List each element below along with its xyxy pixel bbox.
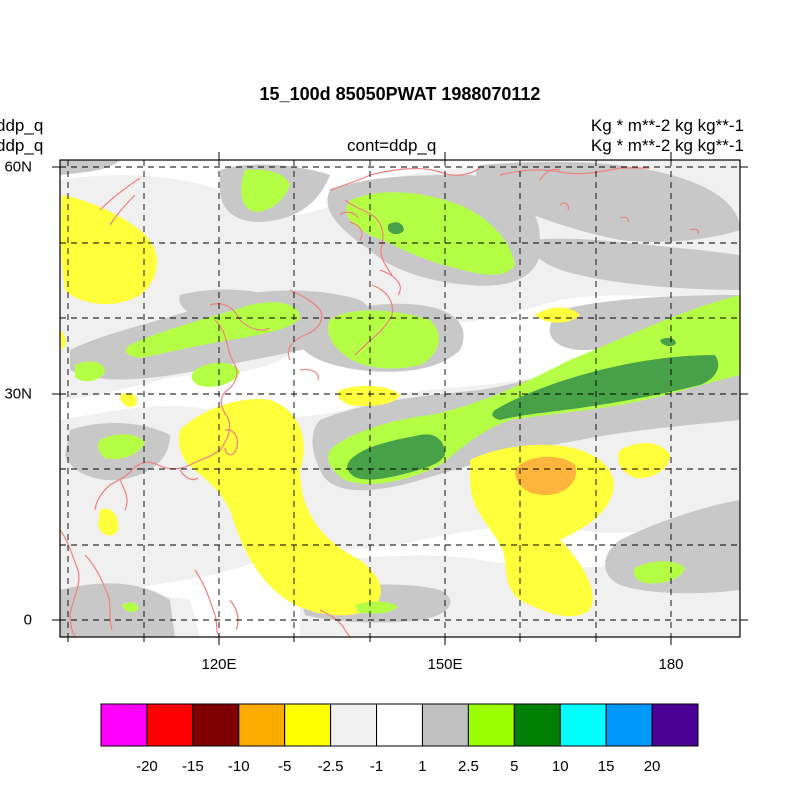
units-label-2: Kg * m**-2 kg kg**-1: [590, 136, 744, 155]
colorbar-swatch: [605, 703, 653, 747]
colorbar-label: 20: [643, 758, 661, 775]
colorbar-swatch: [421, 703, 469, 747]
colorbar-swatch: [376, 703, 423, 747]
colorbar-label: -10: [227, 758, 250, 775]
colorbar-label: -15: [182, 758, 204, 775]
colorbar-swatch: [651, 703, 699, 747]
colorbar-label: -5: [278, 758, 292, 775]
yellow-regions: [60, 195, 670, 617]
colorbar-label: 2.5: [457, 758, 479, 775]
colorbar-swatch: [330, 703, 378, 747]
colorbar-label: -2.5: [317, 758, 344, 775]
x-tick-120e: 120E: [201, 656, 237, 673]
colorbar-label: 1: [418, 758, 427, 775]
left-label-2: ddp_q: [0, 136, 44, 155]
colorbar-swatch: [513, 703, 561, 747]
axis-ticks: [52, 152, 748, 645]
dark-green-regions: [347, 222, 719, 480]
colorbar-swatch: [192, 703, 240, 747]
y-tick-60n: 60N: [4, 158, 32, 176]
x-tick-150e: 150E: [427, 656, 463, 673]
gridlines: [60, 160, 740, 637]
colorbar-label: 15: [597, 758, 615, 775]
contour-fill-layer: [60, 160, 740, 637]
colorbar-label: -1: [369, 758, 384, 775]
colorbar-swatch: [146, 703, 194, 747]
x-tick-180: 180: [658, 656, 684, 673]
colorbar-label: 5: [510, 758, 519, 775]
center-label: cont=ddp_q: [347, 136, 437, 155]
colorbar-swatch: [467, 703, 515, 747]
colorbar-swatch: [284, 703, 332, 747]
colorbar-swatch: [238, 703, 286, 747]
orange-regions: [515, 456, 577, 496]
colorbar-swatch: [100, 703, 148, 747]
units-label-1: Kg * m**-2 kg kg**-1: [590, 116, 744, 135]
plot-frame: [59, 159, 741, 638]
y-tick-30n: 30N: [4, 385, 32, 403]
map-title: 15_100d 85050PWAT 1988070112: [259, 84, 541, 104]
coastlines: [60, 167, 700, 637]
left-label-1: ddp_q: [0, 116, 44, 135]
colorbar-label: -20: [136, 758, 158, 775]
y-tick-0: 0: [23, 611, 32, 629]
colorbar: [100, 703, 699, 747]
colorbar-swatch: [559, 703, 607, 747]
colorbar-label: 10: [551, 758, 569, 775]
